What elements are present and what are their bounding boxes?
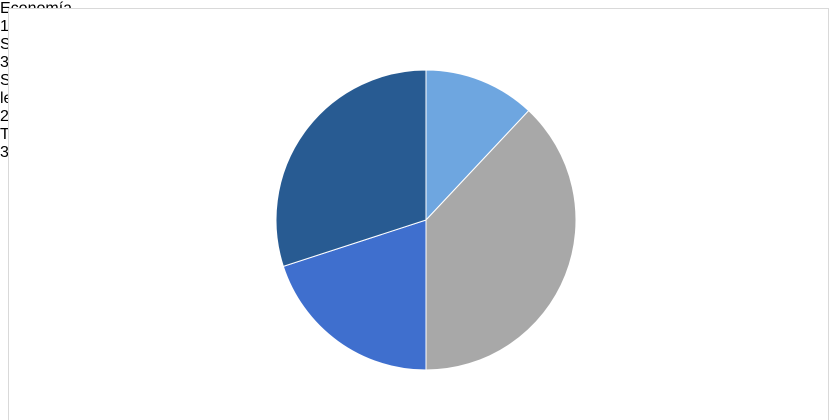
- pie-slice: [275, 69, 427, 267]
- pie-slice: [425, 109, 577, 371]
- pie-slice: [425, 69, 530, 222]
- pie-slice: [282, 219, 427, 371]
